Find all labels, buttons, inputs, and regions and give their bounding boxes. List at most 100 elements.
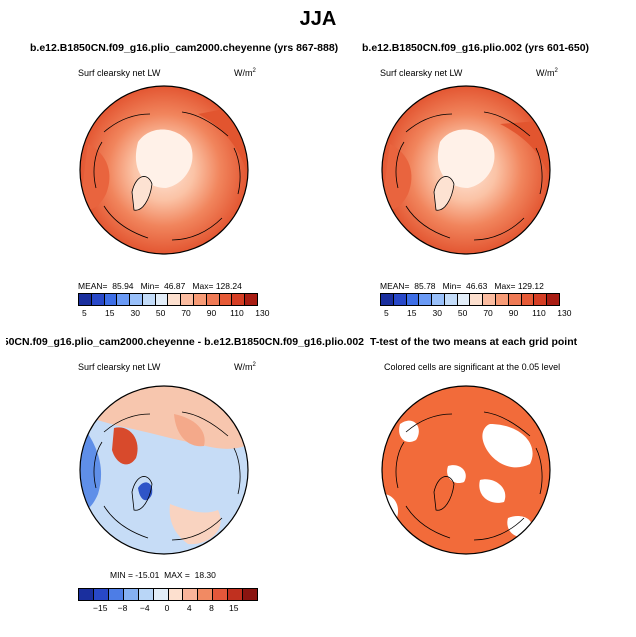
panel3-colorbar-labels: −15 −8 −4 0 4 8 15 (78, 603, 256, 615)
colorbar-swatch (79, 294, 92, 305)
panel4-coastlines (395, 411, 543, 541)
colorbar-tick-label: 4 (186, 603, 192, 613)
panel3-units: W/m2 (234, 362, 256, 372)
colorbar-tick-label: 70 (483, 308, 493, 318)
colorbar-swatch (243, 589, 258, 600)
colorbar-swatch (93, 589, 109, 600)
colorbar-swatch (406, 294, 420, 305)
panel1-title: b.e12.B1850CN.f09_g16.plio_cam2000.cheye… (30, 42, 339, 54)
panel3-max-label: MAX = (164, 570, 190, 580)
colorbar-swatch (432, 294, 445, 305)
panel2-max-value: 129.12 (517, 281, 544, 291)
panel3-min-label: MIN = (110, 570, 133, 580)
panel2-variable-label: Surf clearsky net LW (380, 68, 463, 78)
panel1-mean-label: MEAN= (78, 281, 108, 291)
panel2-stats: MEAN= 85.78 Min= 46.63 Max= 129.12 (380, 281, 544, 291)
panel4-map (381, 385, 551, 555)
colorbar-swatch (206, 294, 220, 305)
panel1-colorbar-labels: 5 15 30 50 70 90 110 130 (78, 308, 269, 320)
colorbar-swatch (381, 294, 394, 305)
panel1-max-label: Max= (192, 281, 214, 291)
colorbar-tick-label: 130 (557, 308, 572, 318)
panel4-title: T-test of the two means at each grid poi… (370, 336, 578, 348)
colorbar-swatch (508, 294, 522, 305)
panel3-warm-south (169, 504, 221, 545)
panel3-warm-patch (112, 427, 138, 465)
colorbar-swatch (470, 294, 484, 305)
colorbar-swatch (168, 294, 182, 305)
colorbar-tick-label: 8 (209, 603, 214, 613)
panel2-map (381, 85, 551, 255)
colorbar-swatch (213, 589, 229, 600)
colorbar-swatch (104, 294, 118, 305)
colorbar-swatch (181, 294, 195, 305)
colorbar-tick-label: 5 (81, 308, 87, 318)
colorbar-tick-label: −15 (93, 603, 108, 613)
panel2-title: b.e12.B1850CN.f09_g16.plio.002 (yrs 601-… (362, 42, 590, 54)
figure-title: JJA (299, 8, 337, 30)
panel2-mean-value: 85.78 (414, 281, 436, 291)
panel1-colorbar (78, 293, 258, 306)
colorbar-tick-label: 0 (164, 603, 170, 613)
colorbar-swatch (108, 589, 124, 600)
panel1-north-america-band (80, 144, 110, 210)
panel1-variable-label: Surf clearsky net LW (78, 68, 161, 78)
colorbar-tick-label: 50 (457, 308, 468, 318)
panel3-warm-patch-2 (174, 414, 205, 447)
panel1-arctic-ocean (135, 129, 193, 188)
panel1-mean-value: 85.94 (112, 281, 134, 291)
panel1-max-value: 128.24 (215, 281, 242, 291)
panel4-insignificant-area (482, 424, 533, 468)
colorbar-tick-label: 5 (383, 308, 389, 318)
panel1-coastlines (93, 111, 241, 241)
panel4-insignificant-area (447, 465, 466, 484)
panel1-units-text: W/m (234, 68, 253, 78)
colorbar-tick-label: 15 (105, 308, 115, 318)
panel2-greenland (433, 176, 455, 211)
panel4-significant-field (382, 386, 550, 554)
panel1-stats: MEAN= 85.94 Min= 46.87 Max= 128.24 (78, 281, 242, 291)
colorbar-swatch (194, 294, 207, 305)
colorbar-swatch (219, 294, 233, 305)
panel3-map-border (79, 385, 249, 555)
panel2-arctic-ocean (437, 129, 495, 188)
panel2-units-text: W/m (536, 68, 555, 78)
panel3-units-exp: 2 (252, 362, 256, 368)
panel3-title-text: b.e12.B1850CN.f09_g16.plio_cam2000.cheye… (6, 336, 364, 348)
panel1-min-label: Min= (140, 281, 160, 291)
panel2-mean-label: MEAN= (380, 281, 410, 291)
colorbar-swatch (232, 294, 246, 305)
panel4-map-border (381, 385, 551, 555)
panel3-min-value: -15.01 (135, 570, 160, 580)
colorbar-swatch (138, 589, 154, 600)
panel3-cool-patch (138, 482, 153, 501)
panel1-map (79, 85, 249, 255)
colorbar-swatch (153, 589, 169, 600)
panel3-variable-label: Surf clearsky net LW (78, 362, 161, 372)
colorbar-swatch (393, 294, 407, 305)
colorbar-tick-label: 130 (255, 308, 270, 318)
panel3-coastlines (93, 411, 241, 541)
colorbar-tick-label: −8 (117, 603, 128, 613)
colorbar-swatch (142, 294, 156, 305)
panel4-subtitle: Colored cells are significant at the 0.0… (384, 362, 561, 372)
panel2-units: W/m2 (536, 68, 558, 78)
colorbar-swatch (130, 294, 143, 305)
colorbar-tick-label: 90 (206, 308, 217, 318)
panel2-colorbar-labels: 5 15 30 50 70 90 110 130 (380, 308, 571, 320)
colorbar-swatch (483, 294, 497, 305)
colorbar-tick-label: −4 (139, 603, 150, 613)
panel1-min-value: 46.87 (164, 281, 186, 291)
colorbar-swatch (496, 294, 509, 305)
panel1-units: W/m2 (234, 68, 256, 78)
colorbar-swatch (79, 589, 94, 600)
panel1-map-border (79, 85, 249, 255)
panel2-coastlines (395, 111, 543, 241)
colorbar-swatch (117, 294, 131, 305)
panel1-units-exp: 2 (252, 68, 256, 74)
colorbar-tick-label: 50 (155, 308, 166, 318)
panel1-greenland (131, 176, 153, 211)
panel2-min-label: Min= (442, 281, 462, 291)
colorbar-swatch (245, 294, 257, 305)
colorbar-swatch (444, 294, 458, 305)
